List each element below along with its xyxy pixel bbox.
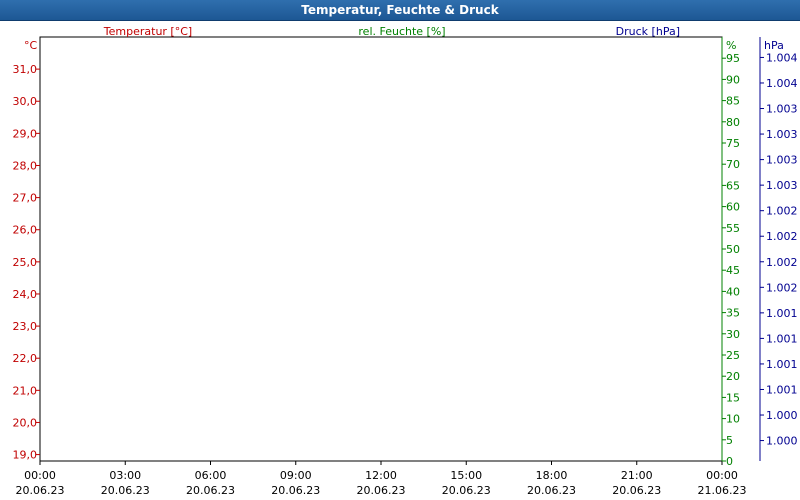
temperature-tick-label: 20,0	[13, 416, 38, 429]
pressure-tick-label: 1.001	[766, 358, 798, 371]
x-tick-time: 12:00	[365, 469, 397, 482]
temperature-tick-label: 22,0	[13, 352, 38, 365]
pressure-tick-label: 1.002	[766, 256, 798, 269]
humidity-tick-label: 70	[726, 158, 740, 171]
humidity-tick-label: 5	[726, 434, 733, 447]
pressure-axis-unit: hPa	[764, 39, 784, 52]
pressure-tick-label: 1.003	[766, 103, 798, 116]
x-tick-time: 15:00	[450, 469, 482, 482]
temperature-tick-label: 24,0	[13, 288, 38, 301]
humidity-tick-label: 80	[726, 116, 740, 129]
axes	[36, 36, 764, 465]
pressure-tick-label: 1.003	[766, 179, 798, 192]
temperature-tick-label: 26,0	[13, 224, 38, 237]
humidity-tick-label: 90	[726, 73, 740, 86]
temperature-tick-label: 21,0	[13, 384, 38, 397]
x-tick-time: 00:00	[706, 469, 738, 482]
humidity-axis-unit: %	[726, 39, 736, 52]
humidity-tick-label: 75	[726, 137, 740, 150]
humidity-tick-label: 40	[726, 285, 740, 298]
humidity-tick-label: 15	[726, 391, 740, 404]
x-tick-time: 18:00	[536, 469, 568, 482]
pressure-tick-label: 1.001	[766, 383, 798, 396]
temperature-tick-label: 30,0	[13, 95, 38, 108]
x-tick-date: 20.06.23	[527, 484, 576, 497]
temperature-axis-unit: °C	[24, 39, 38, 52]
pressure-tick-label: 1.004	[766, 77, 798, 90]
temperature-tick-label: 29,0	[13, 127, 38, 140]
x-tick-date: 20.06.23	[16, 484, 65, 497]
pressure-tick-label: 1.000	[766, 409, 798, 422]
x-tick-date: 20.06.23	[357, 484, 406, 497]
humidity-tick-label: 30	[726, 328, 740, 341]
temperature-tick-label: 28,0	[13, 159, 38, 172]
x-tick-date: 21.06.23	[698, 484, 747, 497]
humidity-tick-label: 50	[726, 243, 740, 256]
humidity-tick-label: 45	[726, 264, 740, 277]
humidity-tick-label: 10	[726, 413, 740, 426]
pressure-tick-label: 1.000	[766, 435, 798, 448]
x-tick-date: 20.06.23	[612, 484, 661, 497]
humidity-tick-label: 25	[726, 349, 740, 362]
series-label: rel. Feuchte [%]	[358, 25, 445, 38]
x-tick-time: 03:00	[109, 469, 141, 482]
temperature-tick-label: 27,0	[13, 192, 38, 205]
chart: 00:00 20.06.23 03:00 20.06.23 06:00 20.06.23 0…	[13, 25, 798, 497]
humidity-tick-label: 85	[726, 95, 740, 108]
humidity-tick-label: 35	[726, 307, 740, 320]
humidity-tick-label: 0	[726, 455, 733, 468]
labels: 00:00 20.06.23 03:00 20.06.23 06:00 20.06.23 0…	[13, 25, 798, 497]
pressure-tick-label: 1.002	[766, 230, 798, 243]
x-tick-time: 09:00	[280, 469, 312, 482]
temperature-tick-label: 31,0	[13, 63, 38, 76]
humidity-tick-label: 60	[726, 201, 740, 214]
window-title: Temperatur, Feuchte & Druck	[301, 3, 499, 17]
x-tick-date: 20.06.23	[101, 484, 150, 497]
x-tick-time: 00:00	[24, 469, 56, 482]
pressure-tick-label: 1.001	[766, 307, 798, 320]
pressure-tick-label: 1.004	[766, 51, 798, 64]
x-tick-time: 06:00	[195, 469, 227, 482]
temperature-tick-label: 23,0	[13, 320, 38, 333]
temperature-tick-label: 25,0	[13, 256, 38, 269]
series-label: Temperatur [°C]	[103, 25, 192, 38]
humidity-tick-label: 65	[726, 179, 740, 192]
temperature-tick-label: 19,0	[13, 449, 38, 462]
pressure-tick-label: 1.002	[766, 205, 798, 218]
series-label: Druck [hPa]	[616, 25, 680, 38]
pressure-tick-label: 1.003	[766, 128, 798, 141]
plot-frame	[39, 36, 723, 462]
x-tick-date: 20.06.23	[271, 484, 320, 497]
pressure-tick-label: 1.001	[766, 332, 798, 345]
humidity-tick-label: 95	[726, 52, 740, 65]
x-tick-date: 20.06.23	[186, 484, 235, 497]
x-tick-time: 21:00	[621, 469, 653, 482]
window-title-bar: Temperatur, Feuchte & Druck	[0, 0, 800, 21]
x-tick-date: 20.06.23	[442, 484, 491, 497]
humidity-tick-label: 55	[726, 222, 740, 235]
humidity-tick-label: 20	[726, 370, 740, 383]
pressure-tick-label: 1.002	[766, 281, 798, 294]
pressure-tick-label: 1.003	[766, 154, 798, 167]
